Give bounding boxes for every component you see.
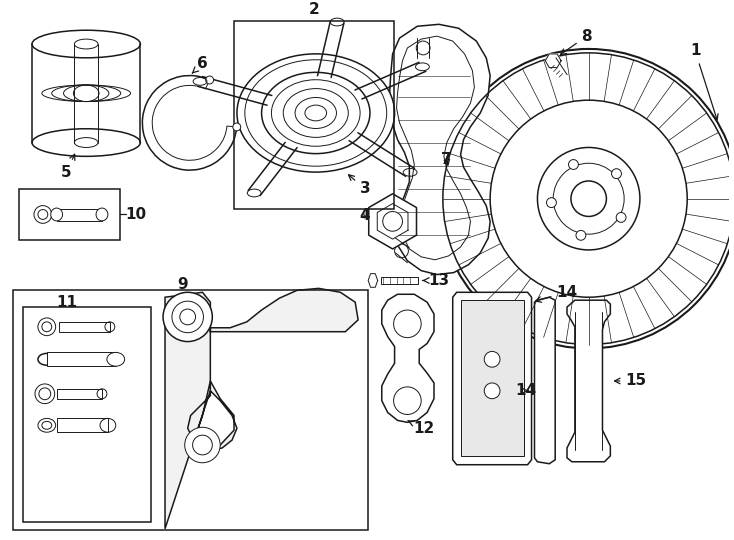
- Circle shape: [484, 352, 500, 367]
- Bar: [57, 208, 102, 221]
- Polygon shape: [545, 54, 561, 68]
- Polygon shape: [567, 300, 611, 462]
- Text: 11: 11: [56, 295, 77, 309]
- Circle shape: [42, 322, 51, 332]
- Text: 8: 8: [561, 29, 592, 55]
- Ellipse shape: [51, 208, 62, 221]
- Polygon shape: [390, 24, 490, 274]
- Text: 10: 10: [125, 207, 146, 222]
- Text: 1: 1: [690, 43, 718, 120]
- Bar: [13, 291, 368, 530]
- Bar: [59, 322, 110, 332]
- Polygon shape: [165, 288, 358, 529]
- Text: 7: 7: [441, 152, 452, 167]
- Text: 6: 6: [192, 56, 208, 73]
- Circle shape: [569, 160, 578, 170]
- Circle shape: [185, 427, 220, 463]
- Polygon shape: [453, 292, 531, 465]
- Text: 14: 14: [536, 285, 578, 302]
- Polygon shape: [534, 297, 555, 464]
- Bar: [23, 307, 151, 522]
- Ellipse shape: [38, 418, 56, 432]
- Ellipse shape: [38, 353, 56, 365]
- Bar: [32, 44, 140, 143]
- Circle shape: [163, 292, 212, 342]
- Circle shape: [616, 213, 626, 222]
- Ellipse shape: [237, 54, 395, 172]
- Text: 5: 5: [61, 154, 75, 180]
- Ellipse shape: [96, 208, 108, 221]
- Circle shape: [38, 210, 48, 219]
- Polygon shape: [368, 274, 377, 287]
- Text: 9: 9: [178, 277, 188, 292]
- Text: 13: 13: [423, 273, 449, 288]
- Bar: [234, 22, 393, 208]
- Text: 12: 12: [408, 421, 435, 436]
- Polygon shape: [368, 194, 416, 249]
- Circle shape: [611, 168, 622, 179]
- Text: 4: 4: [360, 208, 371, 223]
- Bar: [47, 353, 116, 366]
- Text: 14: 14: [515, 383, 536, 399]
- Text: 15: 15: [614, 374, 647, 388]
- Circle shape: [547, 198, 556, 207]
- Circle shape: [35, 384, 54, 403]
- Bar: [461, 300, 523, 456]
- Circle shape: [537, 147, 640, 250]
- Polygon shape: [382, 294, 434, 422]
- Bar: [381, 276, 418, 285]
- Circle shape: [39, 388, 51, 400]
- Circle shape: [576, 231, 586, 240]
- Circle shape: [233, 123, 241, 131]
- Circle shape: [38, 318, 56, 336]
- Ellipse shape: [42, 421, 51, 429]
- Text: 3: 3: [349, 175, 371, 197]
- Bar: [57, 418, 108, 432]
- Circle shape: [484, 383, 500, 399]
- Circle shape: [206, 76, 214, 84]
- Bar: [19, 189, 120, 240]
- Ellipse shape: [107, 353, 125, 366]
- Ellipse shape: [32, 30, 140, 58]
- Circle shape: [439, 49, 734, 348]
- Text: 2: 2: [308, 2, 319, 17]
- Ellipse shape: [32, 129, 140, 157]
- Circle shape: [34, 206, 51, 224]
- Bar: [57, 389, 102, 399]
